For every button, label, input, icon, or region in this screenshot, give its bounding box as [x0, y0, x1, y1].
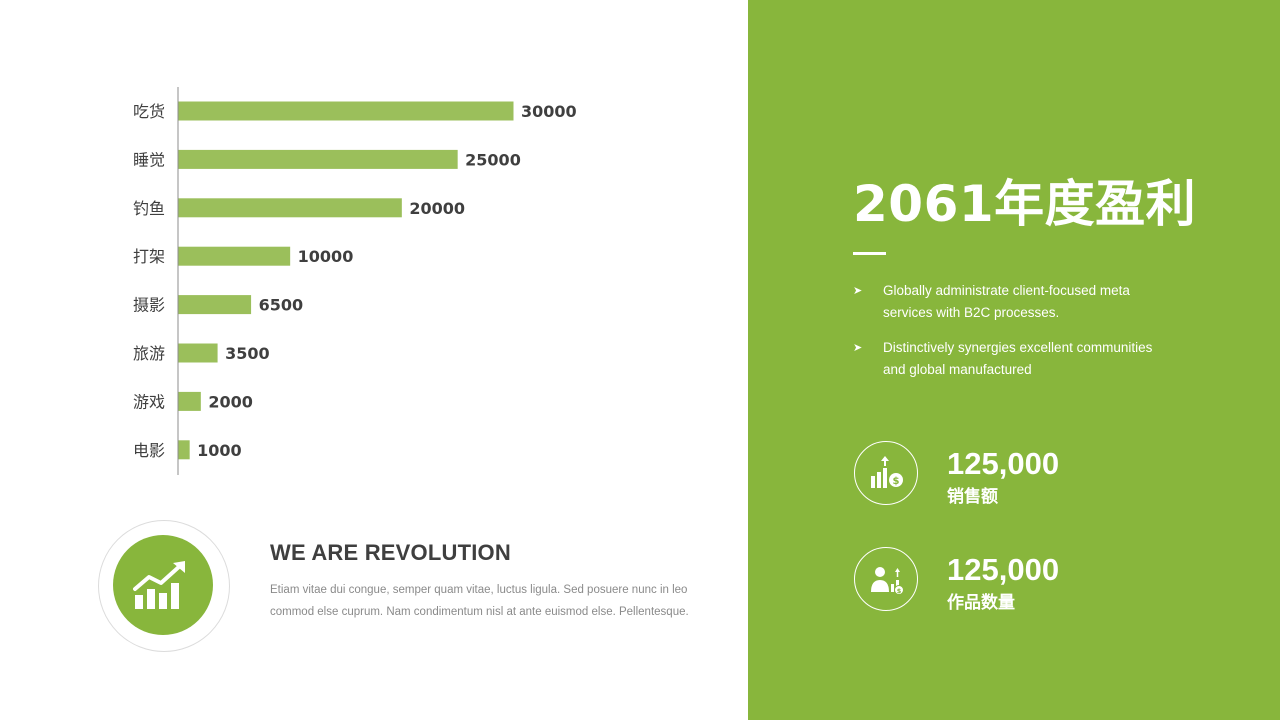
- data-label: 2000: [208, 392, 253, 411]
- data-label: 25000: [465, 150, 521, 169]
- bullet-text: Distinctively synergies excellent commun…: [883, 340, 1153, 377]
- data-label: 3500: [225, 344, 270, 363]
- category-label: 吃货: [133, 102, 165, 121]
- stat-value: 125,000: [947, 552, 1060, 587]
- revenue-growth-icon: $: [854, 441, 918, 505]
- data-label: 10000: [298, 247, 354, 266]
- bar: [178, 440, 190, 460]
- stat-label: 销售额: [947, 487, 998, 507]
- category-label: 钓鱼: [133, 199, 165, 218]
- category-label: 游戏: [133, 392, 165, 411]
- bar: [178, 149, 458, 169]
- bar: [178, 198, 402, 218]
- arrow-bullet-icon: ➤: [853, 342, 863, 354]
- svg-text:$: $: [893, 476, 900, 487]
- bar: [178, 343, 218, 363]
- arrow-bullet-icon: ➤: [853, 285, 863, 297]
- revolution-title: WE ARE REVOLUTION: [270, 540, 511, 565]
- revolution-body: Etiam vitae dui congue, semper quam vita…: [270, 584, 689, 618]
- category-label: 旅游: [133, 344, 165, 363]
- category-label: 睡觉: [133, 150, 165, 169]
- category-label: 摄影: [133, 296, 165, 315]
- bar: [178, 246, 291, 266]
- stat-value: 125,000: [947, 446, 1060, 481]
- bar: [178, 391, 201, 411]
- bar: [178, 295, 252, 315]
- stat-label: 作品数量: [947, 593, 1015, 613]
- title-divider: [853, 252, 886, 255]
- bullet-text: Globally administrate client-focused met…: [883, 283, 1130, 320]
- panel-title: 2061年度盈利: [853, 175, 1197, 233]
- person-growth-icon: $: [854, 547, 918, 611]
- svg-text:$: $: [897, 587, 902, 595]
- category-label: 打架: [133, 247, 165, 266]
- data-label: 6500: [259, 296, 304, 315]
- category-label: 电影: [133, 441, 165, 460]
- growth-chart-icon: [113, 535, 213, 635]
- data-label: 30000: [521, 102, 577, 121]
- profit-panel: 2061年度盈利 ➤ Globally administrate client-…: [748, 0, 1280, 720]
- data-label: 20000: [409, 199, 465, 218]
- bar-chart: 吃货 30000 睡觉 25000 钓鱼 20000 打架 10000 摄影 6500 旅游 3500…: [133, 87, 577, 475]
- data-label: 1000: [197, 441, 242, 460]
- bar: [178, 101, 514, 121]
- bullet-item: ➤ Distinctively synergies excellent comm…: [853, 337, 1173, 381]
- bullet-item: ➤ Globally administrate client-focused m…: [853, 280, 1173, 324]
